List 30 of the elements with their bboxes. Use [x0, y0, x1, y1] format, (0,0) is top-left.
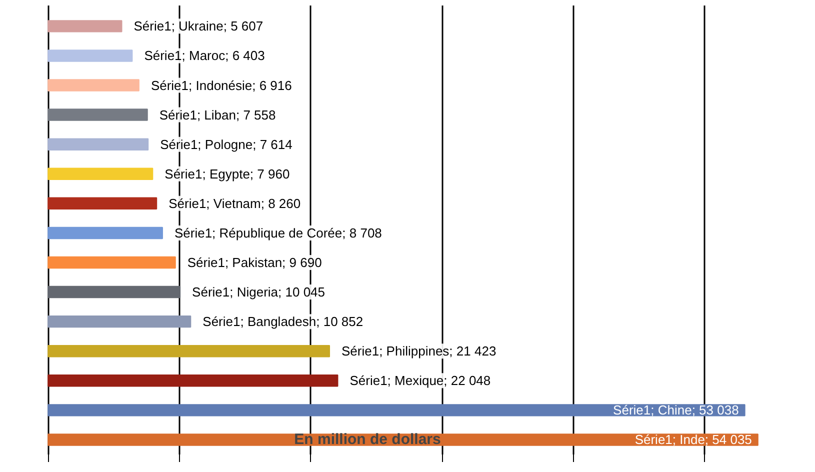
data-label: Série1; Mexique; 22 048: [350, 373, 491, 388]
bar: [48, 226, 163, 240]
x-axis-title: En million de dollars: [294, 431, 441, 448]
bar: [48, 315, 192, 328]
bar: [48, 374, 338, 387]
bar: [48, 79, 140, 92]
bar: [48, 50, 133, 62]
data-label: Série1; Pologne; 7 614: [160, 136, 292, 152]
data-label: Série1; Ukraine; 5 607: [134, 18, 264, 34]
data-label: Série1; Egypte; 7 960: [164, 166, 290, 182]
bar: [48, 256, 176, 269]
data-label: Série1; Philippines; 21 423: [342, 344, 496, 359]
data-label: Série1; Chine; 53 038: [613, 402, 739, 418]
bar: [48, 345, 330, 358]
bar: [48, 108, 148, 121]
bar: [48, 404, 746, 416]
data-label: Série1; Inde; 54 035: [634, 432, 752, 448]
bar: [48, 197, 158, 210]
data-label: Série1; Liban; 7 558: [159, 107, 276, 122]
data-label: Série1; Vietnam; 8 260: [168, 196, 301, 211]
data-label: Série1; Pakistan; 9 690: [187, 254, 322, 270]
bar: [48, 20, 122, 32]
bar: [48, 168, 154, 180]
data-label: Série1; Maroc; 6 403: [144, 48, 265, 64]
data-label: Série1; République de Corée; 8 708: [174, 225, 382, 240]
data-label: Série1; Nigeria; 10 045: [192, 284, 326, 300]
bar: [48, 138, 149, 150]
bar: [48, 286, 181, 298]
data-label: Série1; Indonésie; 6 916: [150, 78, 292, 93]
data-label: Série1; Bangladesh; 10 852: [202, 314, 364, 330]
